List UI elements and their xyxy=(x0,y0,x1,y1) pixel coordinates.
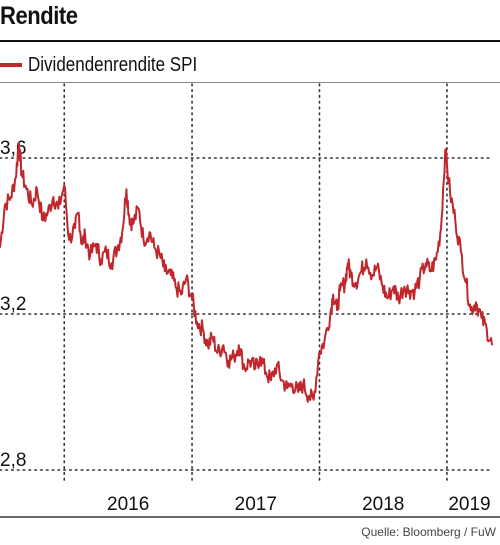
x-tick-label: 2016 xyxy=(107,494,149,515)
legend: Dividendenrendite SPI xyxy=(0,53,227,77)
series-line-dividendenrendite-spi xyxy=(0,141,493,403)
y-tick-label: 3,2 xyxy=(0,294,26,315)
y-tick-label: 3,6 xyxy=(0,138,26,159)
source-note: Quelle: Bloomberg / FuW xyxy=(361,525,496,539)
legend-rule xyxy=(0,82,500,83)
y-tick-label: 2,8 xyxy=(0,450,26,471)
title-rule xyxy=(0,40,500,42)
x-tick-label: 2017 xyxy=(235,494,277,515)
x-tick-label: 2018 xyxy=(362,494,404,515)
legend-swatch xyxy=(0,63,22,67)
legend-label: Dividendenrendite SPI xyxy=(28,53,198,76)
x-tick-label: 2019 xyxy=(448,494,490,515)
chart-title: Rendite xyxy=(0,2,78,30)
